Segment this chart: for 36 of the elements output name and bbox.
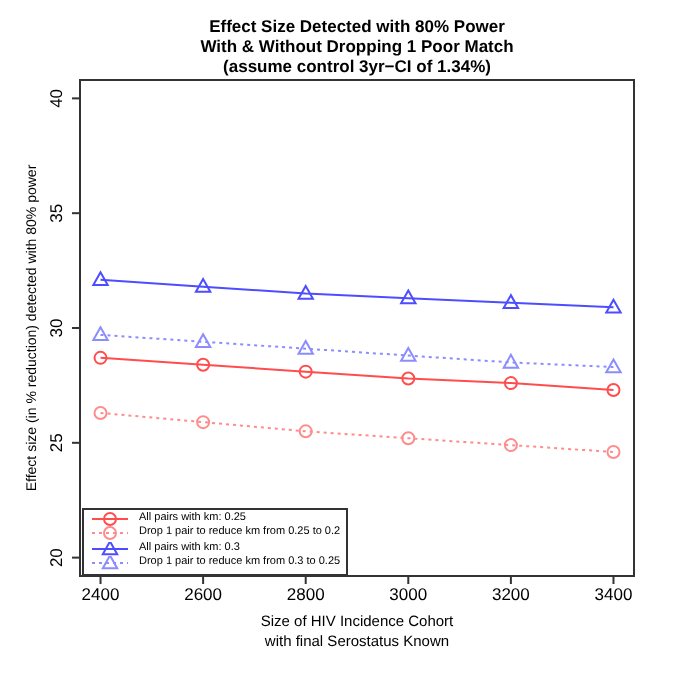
point [196,415,211,430]
point [196,357,211,372]
point [401,371,416,386]
x-tick-label: 3400 [594,584,633,605]
y-tick-label: 40 [46,88,66,108]
point [400,346,417,362]
x-tick-label: 3000 [389,584,428,605]
point [93,350,108,365]
y-tick-label: 30 [46,318,66,338]
point [92,271,109,286]
point [503,438,518,453]
point [503,376,518,391]
point [606,445,621,459]
x-tick-label: 2800 [286,584,326,605]
x-tick-label: 3200 [491,584,531,605]
point [606,383,621,397]
x-tick-label: 2600 [184,584,223,605]
point [92,326,109,342]
y-tick-label: 35 [46,203,66,223]
y-tick-label: 25 [46,432,66,453]
point [298,364,313,379]
point [502,353,520,369]
point [194,333,212,348]
x-tick-label: 2400 [81,584,120,605]
y-tick-label: 20 [46,547,66,568]
chart-title: Effect Size Detected with 80% Power With & Without Dropping 1 Poor Match (assume control 3yr−CI of 1.34%) [200,16,514,76]
point [297,340,314,355]
point [605,358,622,374]
point [400,289,417,305]
point [502,294,520,309]
point [605,298,622,314]
point [401,431,416,446]
point [297,284,314,300]
point [298,424,313,439]
point [194,278,212,293]
point [93,405,108,420]
